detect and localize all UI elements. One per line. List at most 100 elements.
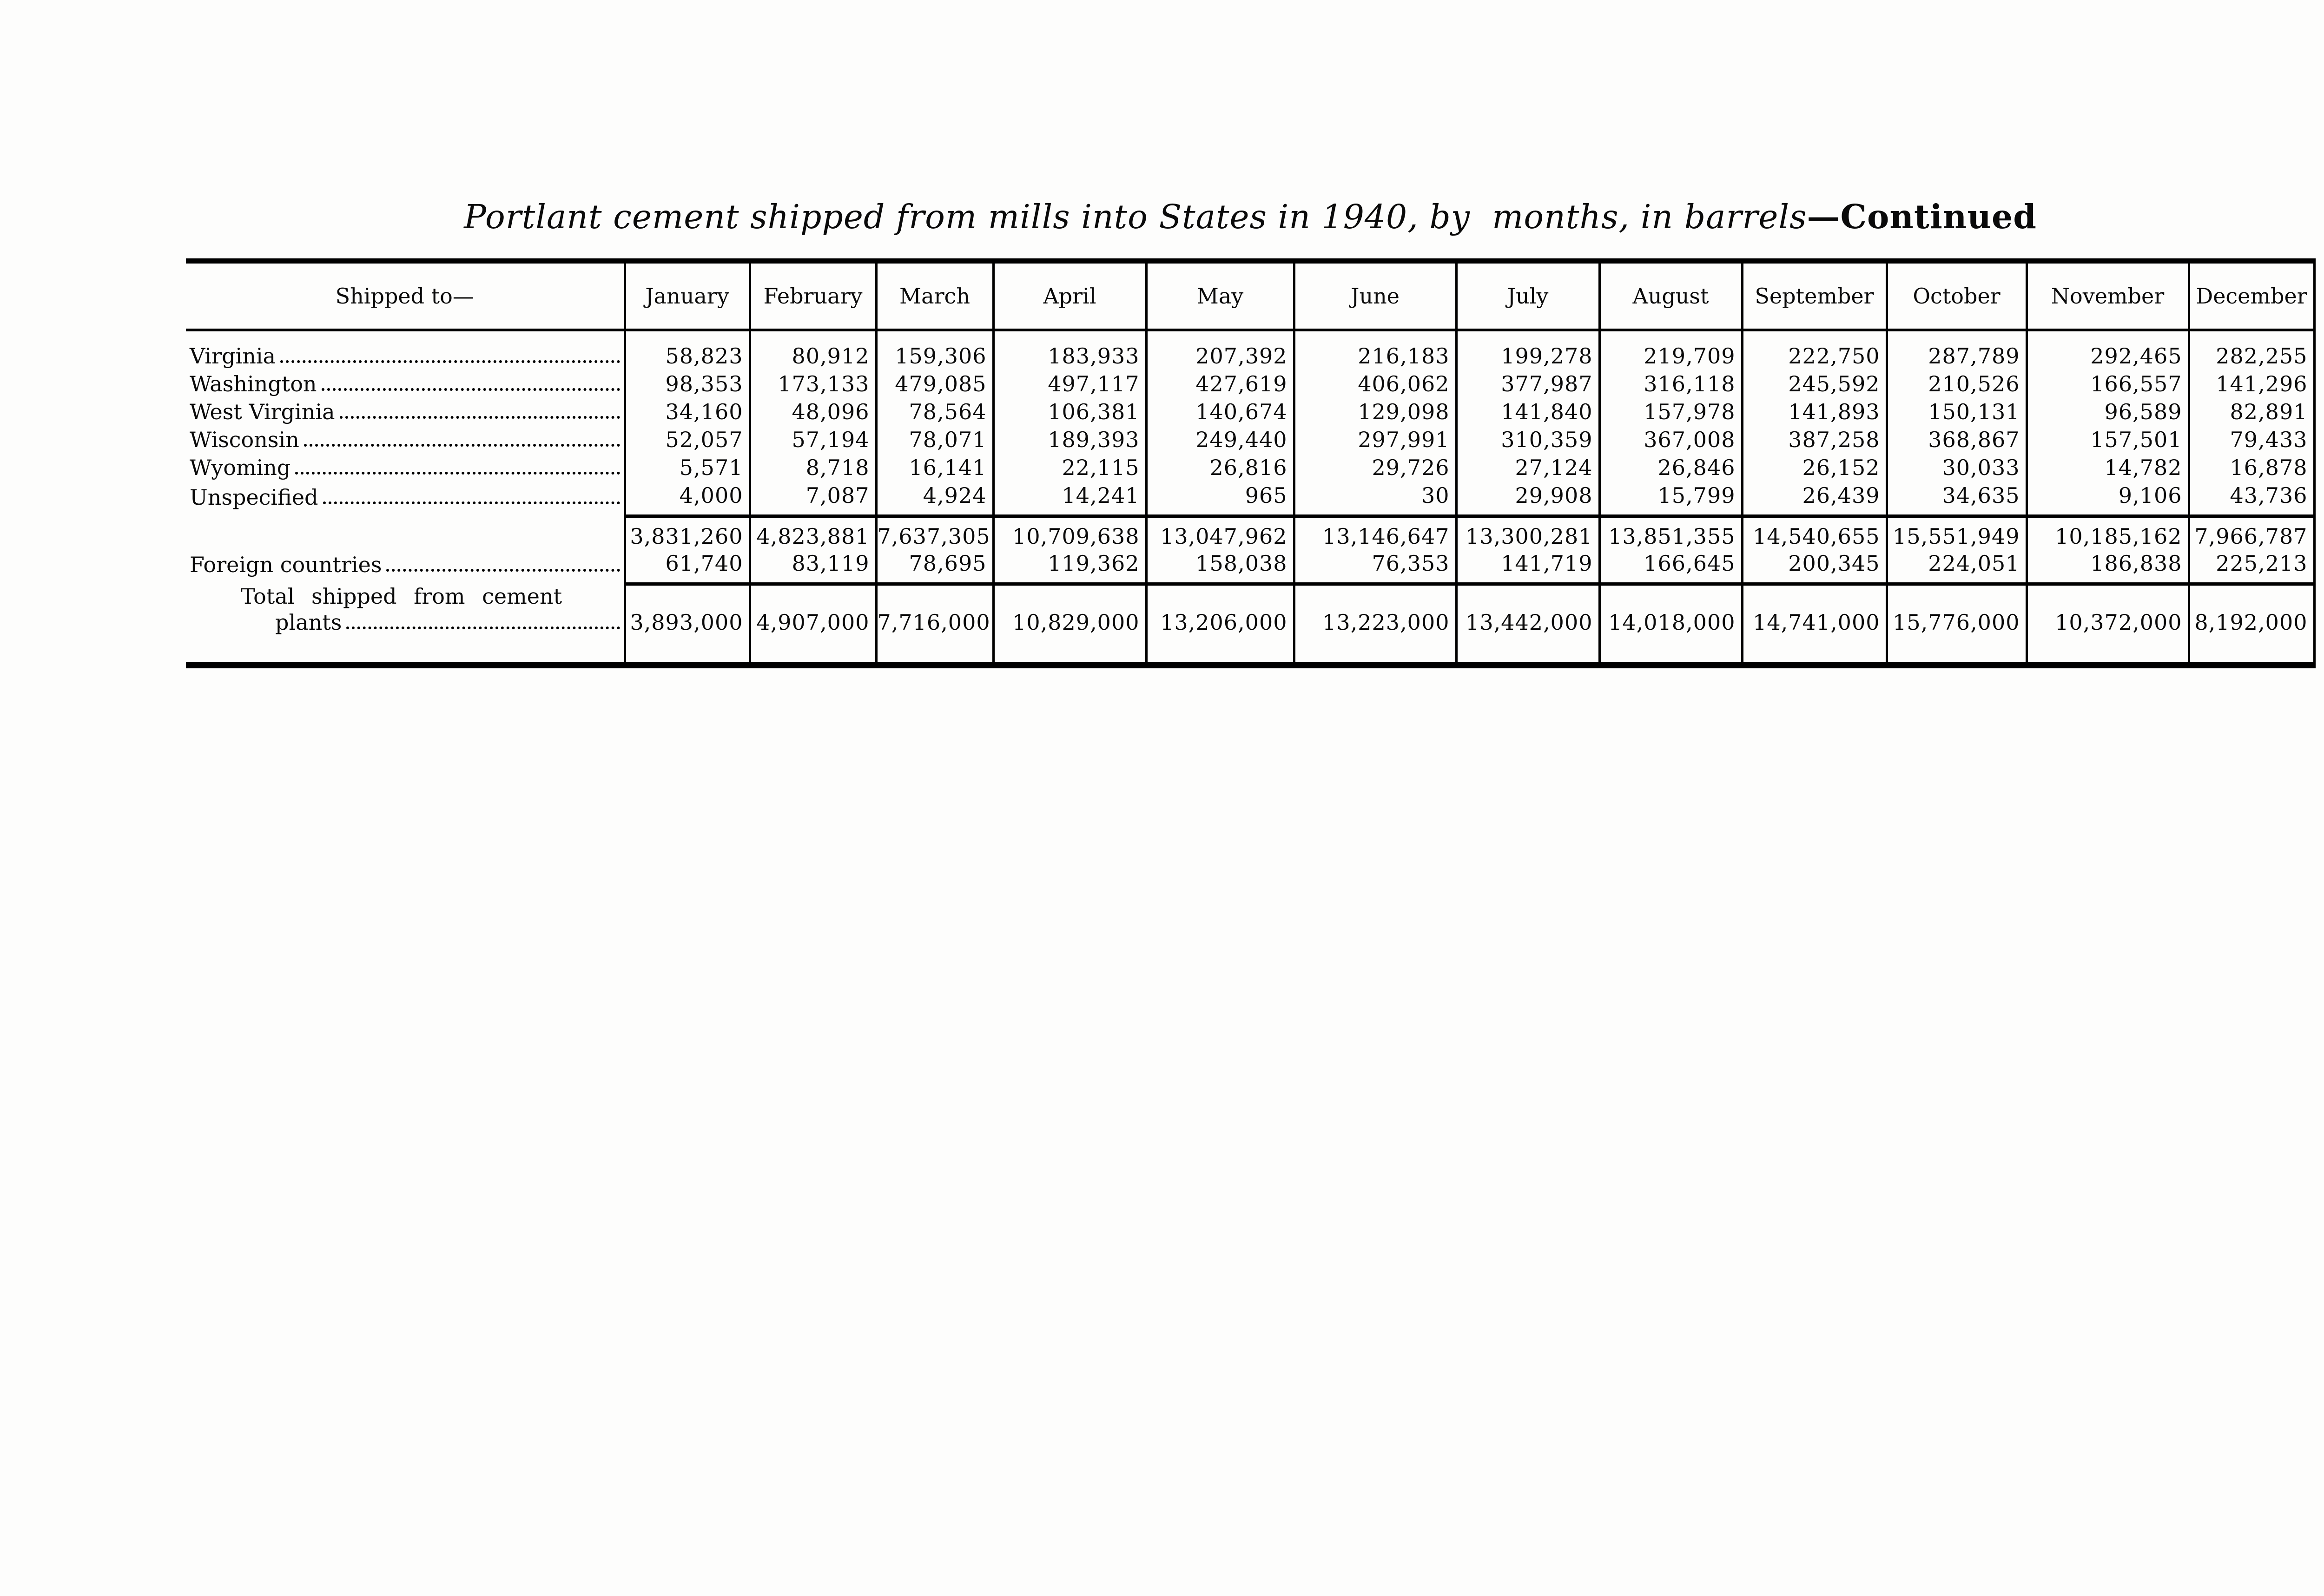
value-cell: 13,851,355 [1598,516,1742,551]
row-label: Foreign countries [190,552,382,577]
row-label-cell: Unspecified [186,483,625,516]
value-cell: 26,439 [1741,483,1887,518]
value-cell: 159,306 [875,330,993,371]
column-header-march: March [875,261,993,331]
row-label: Washington [190,371,317,396]
table-row-wisconsin: Wisconsin 52,057 57,194 78,071 189,393 249,44… [186,427,2314,455]
dotted-leader [295,472,620,475]
row-label: West Virginia [190,399,335,424]
row-label-cell: Wisconsin [186,427,625,455]
value-cell: 58,823 [623,330,750,371]
value-cell: 186,838 [2025,550,2189,586]
value-cell: 26,846 [1598,455,1742,483]
column-header-july: July [1455,261,1599,331]
value-cell: 7,966,787 [2187,516,2314,551]
value-cell: 249,440 [1145,427,1294,455]
value-cell: 14,018,000 [1598,584,1742,665]
value-cell: 13,442,000 [1455,584,1599,665]
row-label-cell: Washington [186,371,625,399]
value-cell: 141,840 [1455,399,1599,427]
table-row-wyoming: Wyoming 5,571 8,718 16,141 22,115 26,816 29,72… [186,455,2314,483]
value-cell: 497,117 [992,371,1146,399]
table-title-text: Portlant cement shipped from mills into … [464,198,1807,236]
value-cell: 29,726 [1293,455,1456,483]
value-cell: 16,141 [875,455,993,483]
row-label: Wisconsin [190,427,299,452]
value-cell: 7,637,305 [875,516,993,551]
value-cell: 157,501 [2025,427,2189,455]
value-cell: 166,645 [1598,550,1742,586]
value-cell: 287,789 [1885,330,2027,371]
dotted-leader [339,416,620,419]
value-cell: 199,278 [1455,330,1599,371]
value-cell: 16,878 [2187,455,2314,483]
value-cell: 10,185,162 [2025,516,2189,551]
value-cell: 210,526 [1885,371,2027,399]
column-header-shipped-to: Shipped to— [186,261,625,331]
value-cell: 479,085 [875,371,993,399]
column-header-september: September [1741,261,1887,331]
value-cell: 368,867 [1885,427,2027,455]
value-cell: 129,098 [1293,399,1456,427]
table-row-west-virginia: West Virginia 34,160 48,096 78,564 106,381 14… [186,399,2314,427]
table-row-subtotal: 3,831,260 4,823,881 7,637,305 10,709,638 13,… [186,516,2314,551]
row-label: Unspecified [190,484,318,510]
value-cell: 14,782 [2025,455,2189,483]
value-cell: 158,038 [1145,550,1294,586]
value-cell: 4,907,000 [748,584,876,665]
table-row-total: Total shipped from cement plants 3,893,000… [186,584,2314,665]
value-cell: 292,465 [2025,330,2189,371]
value-cell: 157,978 [1598,399,1742,427]
value-cell: 310,359 [1455,427,1599,455]
column-header-august: August [1598,261,1742,331]
value-cell: 4,000 [623,483,750,518]
value-cell: 225,213 [2187,550,2314,586]
dotted-leader [386,569,620,572]
value-cell: 8,718 [748,455,876,483]
column-header-june: June [1293,261,1456,331]
value-cell: 140,674 [1145,399,1294,427]
value-cell: 15,776,000 [1885,584,2027,665]
dotted-leader [304,444,620,447]
value-cell: 224,051 [1885,550,2027,586]
value-cell: 406,062 [1293,371,1456,399]
value-cell: 98,353 [623,371,750,399]
value-cell: 10,829,000 [992,584,1146,665]
row-label-cell [186,516,625,551]
value-cell: 14,241 [992,483,1146,518]
value-cell: 80,912 [748,330,876,371]
value-cell: 222,750 [1741,330,1887,371]
value-cell: 106,381 [992,399,1146,427]
value-cell: 119,362 [992,550,1146,586]
value-cell: 14,741,000 [1741,584,1887,665]
dotted-leader [346,627,620,629]
value-cell: 29,908 [1455,483,1599,518]
dotted-leader [323,501,620,504]
value-cell: 61,740 [623,550,750,586]
value-cell: 245,592 [1741,371,1887,399]
value-cell: 7,087 [748,483,876,518]
value-cell: 78,071 [875,427,993,455]
value-cell: 43,736 [2187,483,2314,518]
column-header-november: November [2025,261,2189,331]
value-cell: 219,709 [1598,330,1742,371]
row-label: Wyoming [190,455,291,480]
value-cell: 173,133 [748,371,876,399]
value-cell: 7,716,000 [875,584,993,665]
dotted-leader [280,360,620,363]
column-header-may: May [1145,261,1294,331]
value-cell: 141,893 [1741,399,1887,427]
total-label-line1: Total shipped from cement [241,584,562,609]
value-cell: 9,106 [2025,483,2189,518]
table-row-foreign-countries: Foreign countries 61,740 83,119 78,695 119,3… [186,550,2314,586]
value-cell: 189,393 [992,427,1146,455]
row-label-cell: Virginia [186,330,625,371]
value-cell: 26,816 [1145,455,1294,483]
value-cell: 10,709,638 [992,516,1146,551]
value-cell: 316,118 [1598,371,1742,399]
header-row: Shipped to— January February March April May… [186,261,2314,331]
value-cell: 14,540,655 [1741,516,1887,551]
value-cell: 76,353 [1293,550,1456,586]
value-cell: 5,571 [623,455,750,483]
